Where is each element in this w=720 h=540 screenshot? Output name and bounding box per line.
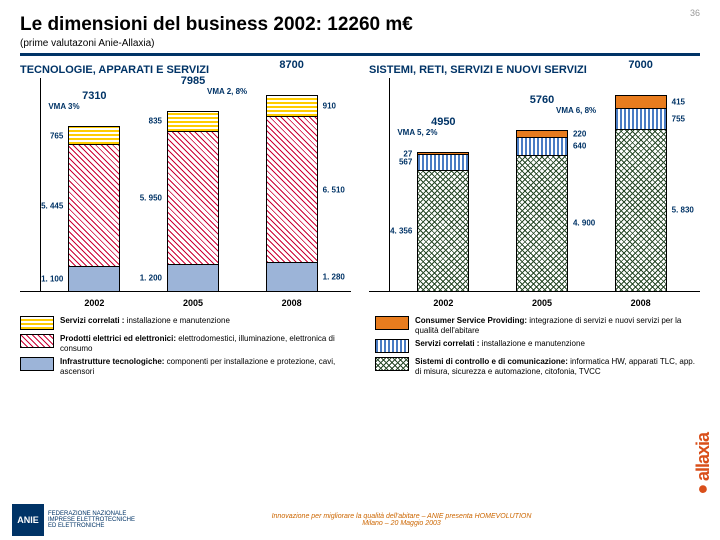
legend-right: Consumer Service Providing: integrazione… — [375, 316, 700, 376]
panels: TECNOLOGIE, APPARATI E SERVIZI 7310VMA 3… — [0, 56, 720, 312]
legend-left: Servizi correlati : installazione e manu… — [20, 316, 345, 376]
anie-subtext: FEDERAZIONE NAZIONALEIMPRESE ELETTROTECN… — [48, 511, 135, 529]
logo-anie: ANIE FEDERAZIONE NAZIONALEIMPRESE ELETTR… — [12, 504, 135, 536]
panel-left: TECNOLOGIE, APPARATI E SERVIZI 7310VMA 3… — [20, 64, 351, 308]
logo-allaxia: ●allaxia — [693, 433, 714, 500]
panel-right: SISTEMI, RETI, SERVIZI E NUOVI SERVIZI 4… — [369, 64, 700, 308]
subtitle: (prime valutazoni Anie-Allaxia) — [0, 38, 720, 53]
legend: Servizi correlati : installazione e manu… — [0, 312, 720, 380]
footer: ANIE FEDERAZIONE NAZIONALEIMPRESE ELETTR… — [0, 504, 720, 536]
chart-right: 4950VMA 5, 2%4. 356567275760VMA 6, 8%4. … — [369, 78, 700, 308]
chart-left: 7310VMA 3%1. 1005. 4457657985VMA 2, 8%1.… — [20, 78, 351, 308]
footer-caption: Innovazione per migliorare la qualità de… — [272, 513, 532, 527]
page-title: Le dimensioni del business 2002: 12260 m… — [0, 0, 720, 38]
page-number: 36 — [690, 8, 700, 18]
